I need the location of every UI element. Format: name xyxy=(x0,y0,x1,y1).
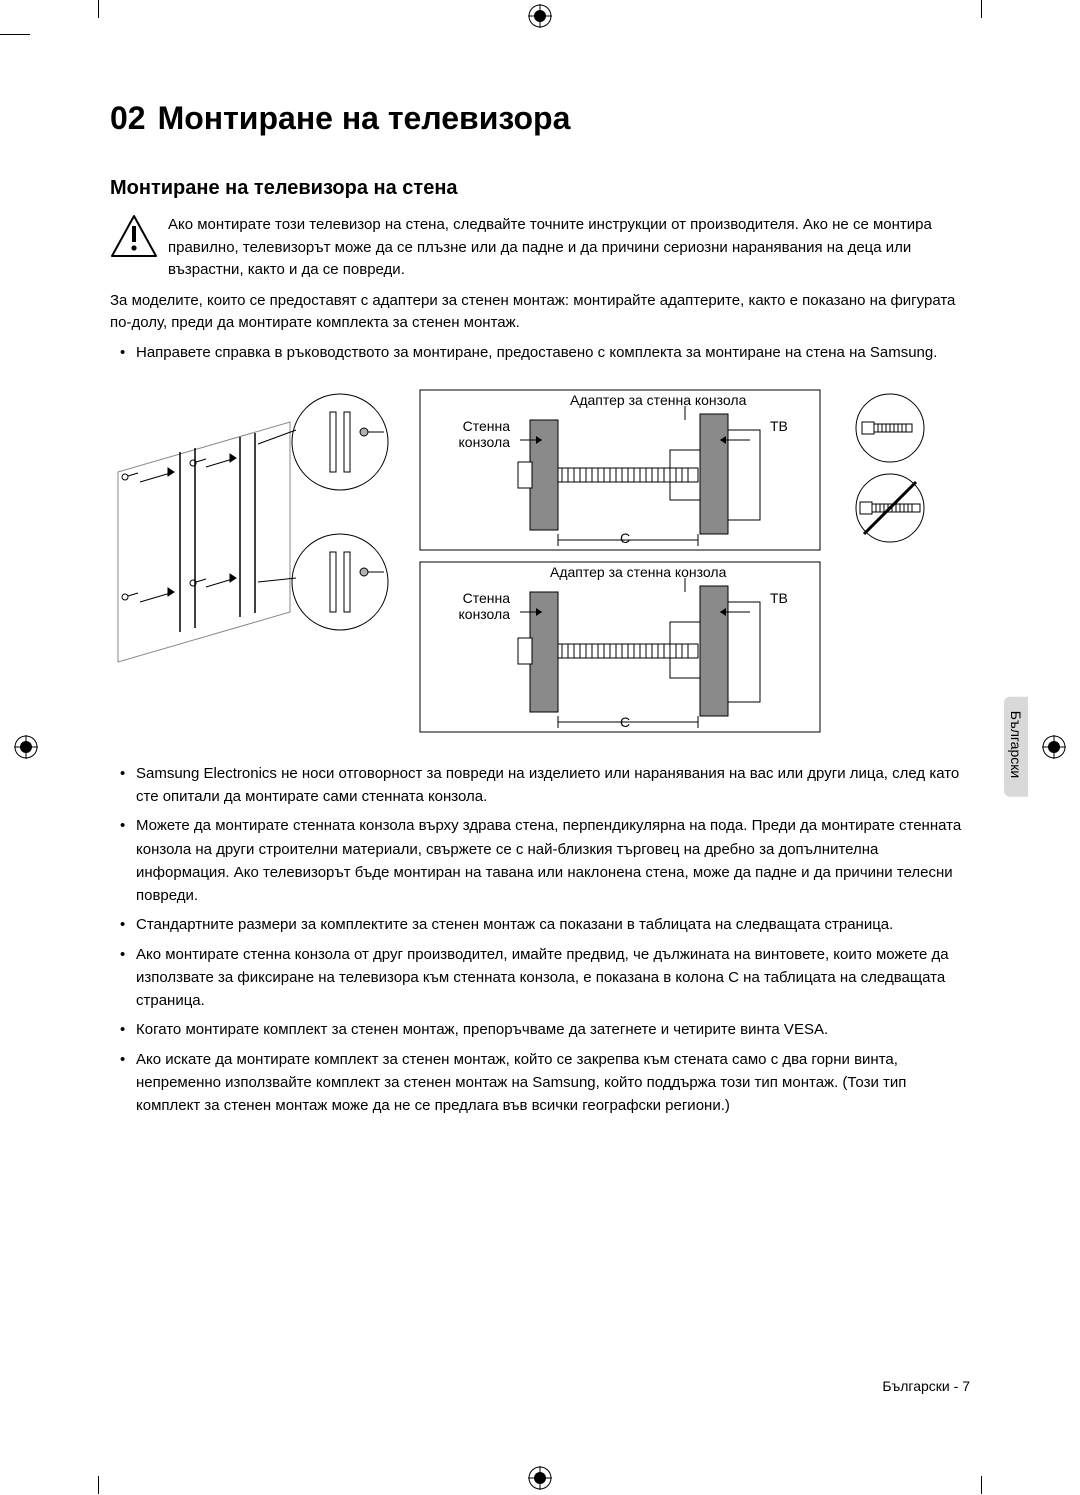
crop-mark xyxy=(981,0,982,18)
fig-label-tv-2: ТВ xyxy=(770,590,788,606)
registration-mark-icon xyxy=(14,735,38,759)
registration-mark-icon xyxy=(528,4,552,28)
warning-text: Ако монтирате този телевизор на стена, с… xyxy=(168,214,970,282)
chapter-number: 02 xyxy=(110,100,146,136)
language-tab: Български xyxy=(1004,697,1028,797)
list-item: Samsung Electronics не носи отговорност … xyxy=(136,762,970,809)
registration-mark-icon xyxy=(1042,735,1066,759)
fig-label-bracket-2: Стенна конзола xyxy=(440,590,510,622)
bullet-list-bottom: Samsung Electronics не носи отговорност … xyxy=(110,762,970,1118)
registration-mark-icon xyxy=(528,1466,552,1490)
page-footer: Български - 7 xyxy=(882,1378,970,1394)
crop-mark xyxy=(98,0,99,18)
fig-label-tv-1: ТВ xyxy=(770,418,788,434)
warning-icon xyxy=(110,214,158,258)
fig-label-adapter-2: Адаптер за стенна конзола xyxy=(550,564,726,580)
list-item: Направете справка в ръководството за мон… xyxy=(136,341,970,364)
list-item: Ако искате да монтирате комплект за стен… xyxy=(136,1048,970,1118)
chapter-heading: 02 Монтиране на телевизора xyxy=(110,100,970,137)
fig-label-adapter-1: Адаптер за стенна конзола xyxy=(570,392,746,408)
warning-block: Ако монтирате този телевизор на стена, с… xyxy=(110,214,970,282)
list-item: Стандартните размери за комплектите за с… xyxy=(136,913,970,936)
fig-label-bracket-1: Стенна конзола xyxy=(440,418,510,450)
crop-mark xyxy=(0,34,30,35)
fig-label-c-2: C xyxy=(620,714,630,730)
section-heading: Монтиране на телевизора на стена xyxy=(110,177,970,200)
language-tab-label: Български xyxy=(1008,711,1024,778)
mounting-diagram: Адаптер за стенна конзола Стенна конзола… xyxy=(110,382,970,742)
page-content: 02 Монтиране на телевизора Монтиране на т… xyxy=(110,100,970,1394)
footer-lang: Български xyxy=(882,1378,949,1394)
fig-label-c-1: C xyxy=(620,530,630,546)
list-item: Можете да монтирате стенната конзола вър… xyxy=(136,814,970,907)
crop-mark xyxy=(98,1476,99,1494)
list-item: Когато монтирате комплект за стенен монт… xyxy=(136,1018,970,1041)
bullet-list-top: Направете справка в ръководството за мон… xyxy=(110,341,970,364)
list-item: Ако монтирате стенна конзола от друг про… xyxy=(136,943,970,1013)
chapter-title: Монтиране на телевизора xyxy=(158,100,571,136)
footer-page: 7 xyxy=(962,1378,970,1394)
footer-sep: - xyxy=(950,1378,962,1394)
paragraph-models: За моделите, които се предоставят с адап… xyxy=(110,290,970,335)
crop-mark xyxy=(981,1476,982,1494)
